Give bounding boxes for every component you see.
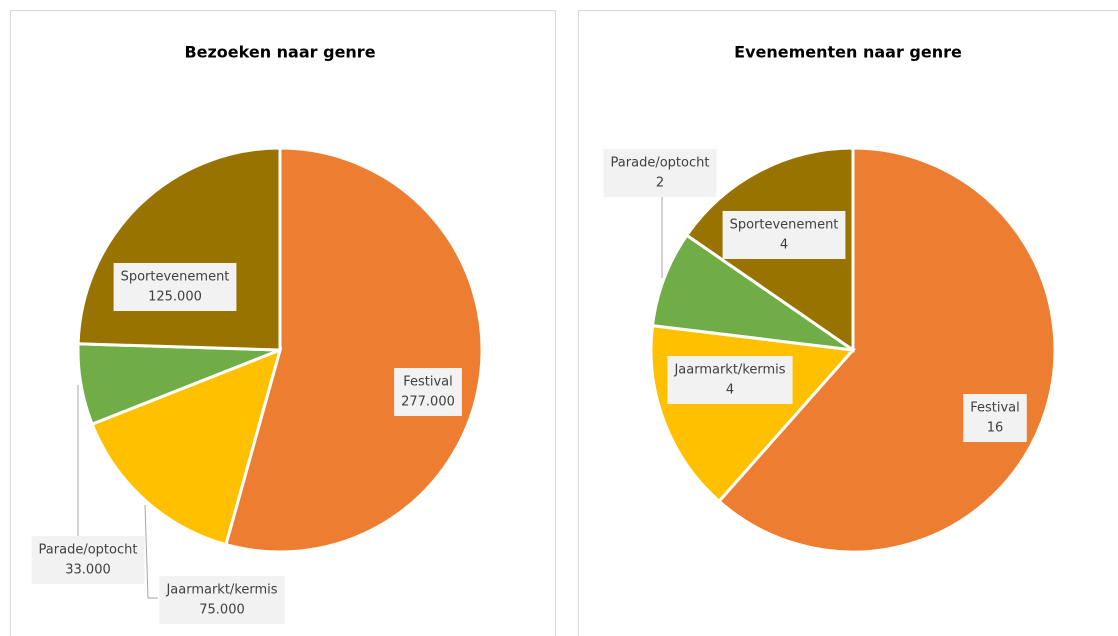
label-name: Sportevenement (121, 270, 230, 285)
chart-title: Evenementen naar genre (734, 43, 962, 62)
label-name: Jaarmarkt/kermis (165, 583, 277, 598)
pie-slice (716, 146, 1057, 554)
label-value: 75.000 (199, 603, 245, 618)
pie-slice (650, 233, 854, 352)
label-name: Festival (970, 401, 1020, 416)
label-name: Festival (403, 375, 453, 390)
label-box (31, 536, 145, 584)
data-label: Festival 16 (963, 394, 1027, 442)
label-box (159, 576, 285, 624)
data-label: Festival 277.000 (394, 368, 462, 416)
pie-slice (224, 146, 484, 554)
label-value: 2 (656, 176, 664, 191)
data-label: Jaarmarkt/kermis 75.000 (159, 576, 285, 624)
label-box (394, 368, 462, 416)
label-value: 125.000 (148, 290, 202, 305)
leader-line (144, 504, 158, 599)
data-label: Parade/optocht 33.000 (31, 536, 145, 584)
label-value: 277.000 (401, 395, 455, 410)
label-name: Jaarmarkt/kermis (673, 363, 785, 378)
label-value: 33.000 (65, 563, 111, 578)
data-label: Parade/optocht 2 (603, 149, 717, 197)
label-name: Parade/optocht (39, 543, 138, 558)
leaders (77, 195, 663, 599)
label-box (603, 149, 717, 197)
data-label: Sportevenement 125.000 (113, 263, 237, 311)
label-box (667, 356, 793, 404)
label-value: 4 (780, 238, 788, 253)
label-box (963, 394, 1027, 442)
label-box (113, 263, 237, 311)
label-value: 16 (987, 421, 1004, 436)
label-name: Sportevenement (730, 218, 839, 233)
chart-title: Bezoeken naar genre (184, 43, 375, 62)
label-box (722, 211, 846, 259)
pie-slice (90, 347, 283, 547)
label-value: 4 (726, 383, 734, 398)
data-label: Jaarmarkt/kermis 4 (667, 356, 793, 404)
label-name: Parade/optocht (611, 156, 710, 171)
data-label: Sportevenement 4 (722, 211, 846, 259)
